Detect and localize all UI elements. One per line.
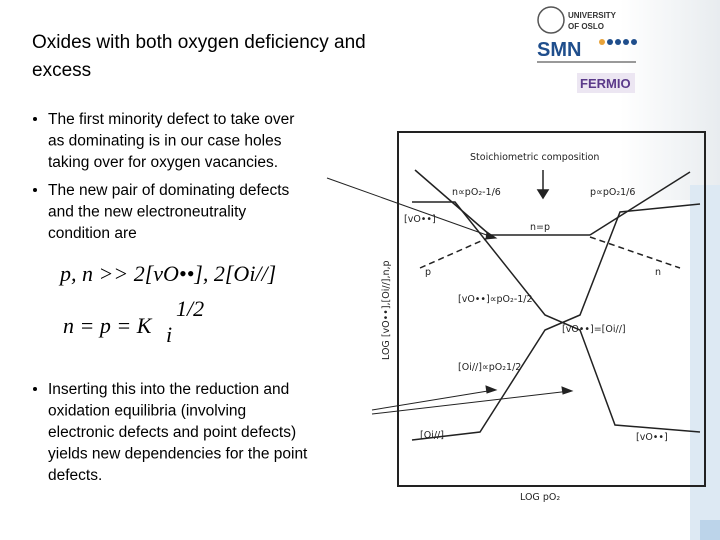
diagram-label: [vO••]∝pO₂-1/2: [458, 294, 533, 305]
bullet-text: oxidation equilibria (involving: [48, 403, 246, 420]
diagram-label: [vO••]: [636, 432, 668, 443]
diagram-label: [vO••]=[Oi//]: [562, 324, 626, 335]
logo-text: UNIVERSITY: [568, 11, 617, 20]
title: excess: [32, 60, 91, 81]
diagram-label: [Oi//]∝pO₂1/2: [458, 362, 521, 373]
portrait-bg: [620, 0, 720, 200]
bullet-list: The first minority defect to take over as…: [33, 111, 308, 484]
logo-dots: [599, 39, 637, 45]
bullet-text: Inserting this into the reduction and: [48, 381, 289, 398]
logo-fermio: FERMIO: [580, 76, 631, 91]
equation: p, n >> 2[vO••], 2[Oi//]: [58, 261, 276, 286]
bullet-text: and the new electroneutrality: [48, 204, 246, 221]
side-strip: [700, 520, 720, 540]
diagram-label: Stoichiometric composition: [470, 152, 599, 163]
arrows: [326, 177, 574, 415]
x-axis-label: LOG pO₂: [520, 492, 560, 503]
bullet-text: as dominating is in our case holes: [48, 133, 282, 150]
y-axis-label: LOG [vO••],[Oi//],n,p: [381, 260, 392, 360]
bullet-dot: [33, 387, 37, 391]
bullet-text: The new pair of dominating defects: [48, 182, 289, 199]
diagram-label: [vO••]: [404, 214, 436, 225]
title: Oxides with both oxygen deficiency and: [32, 32, 366, 53]
equation-sup: 1/2: [176, 296, 204, 321]
diagram-label: n∝pO₂-1/6: [452, 187, 501, 198]
diagram-label: [Oi//]: [420, 430, 444, 441]
logo-box: [577, 73, 635, 93]
bullet-text: The first minority defect to take over: [48, 111, 294, 128]
diagram: [397, 131, 706, 487]
bullet-dot: [33, 117, 37, 121]
bullet-dot: [33, 188, 37, 192]
diagram-label: n=p: [530, 222, 550, 233]
logo-text: OF OSLO: [568, 22, 604, 31]
equation-sub: i: [166, 322, 172, 347]
logo-smn: SMN: [537, 39, 581, 61]
diagram-label: p∝pO₂1/6: [590, 187, 635, 198]
diagram-label: p: [425, 267, 431, 278]
seal: [537, 6, 565, 34]
bullet-text: electronic defects and point defects): [48, 424, 296, 441]
equation: n = p = K: [63, 313, 153, 338]
bullet-text: taking over for oxygen vacancies.: [48, 154, 278, 171]
diagram-label: n: [655, 267, 661, 278]
bullet-text: condition are: [48, 225, 137, 242]
bullet-text: yields new dependencies for the point: [48, 446, 308, 463]
bullet-text: defects.: [48, 467, 102, 484]
